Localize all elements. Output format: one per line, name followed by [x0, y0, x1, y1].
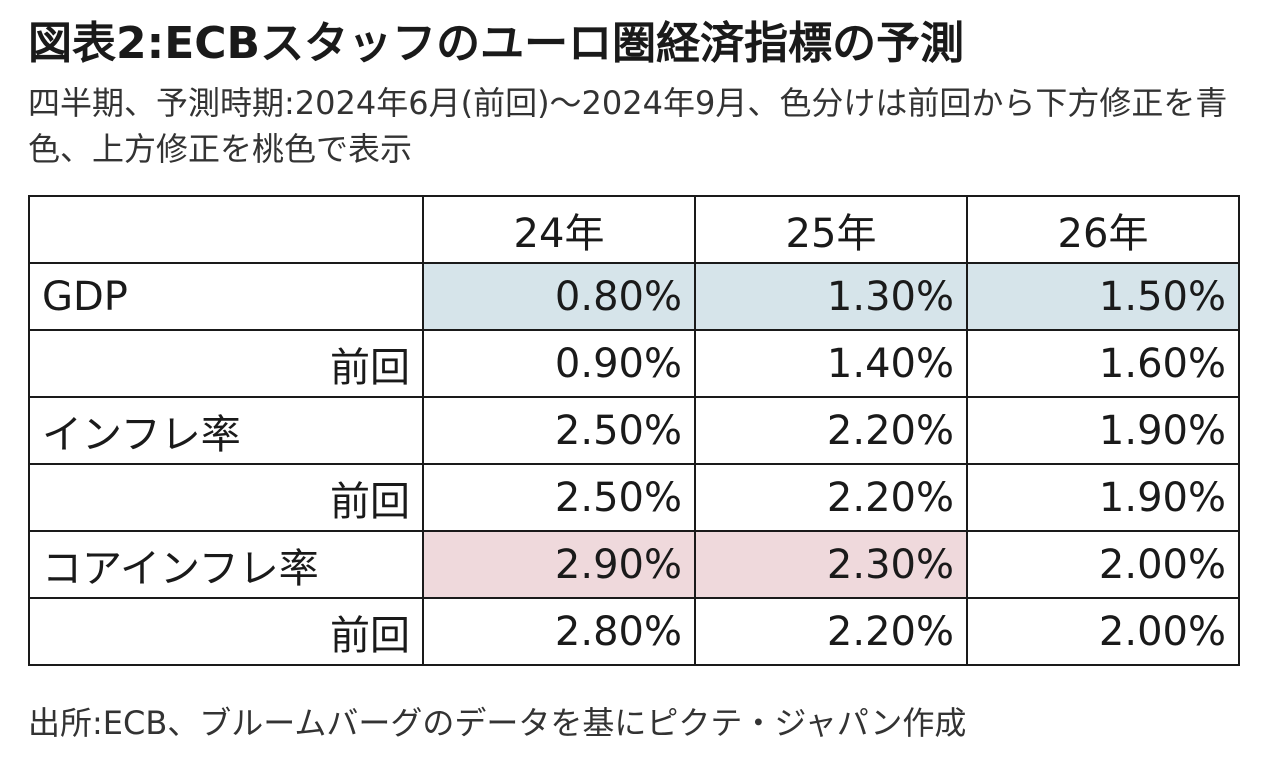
value-cell: 1.30% — [694, 262, 968, 331]
table-row: コアインフレ率 2.90% 2.30% 2.00% — [28, 530, 1240, 599]
table-body: GDP 0.80% 1.30% 1.50% 前回 0.90% 1.40% 1.60% インフレ率… — [28, 262, 1240, 666]
value-cell: 2.20% — [694, 597, 968, 666]
row-label: コアインフレ率 — [28, 530, 424, 599]
value-cell: 1.90% — [966, 396, 1240, 465]
value-cell: 1.50% — [966, 262, 1240, 331]
value-cell: 2.50% — [422, 396, 696, 465]
source-note: 出所:ECB、ブルームバーグのデータを基にピクテ・ジャパン作成 — [28, 704, 967, 742]
table-row: GDP 0.80% 1.30% 1.50% — [28, 262, 1240, 331]
header-cell-2024: 24年 — [422, 195, 696, 264]
forecast-table: 24年 25年 26年 GDP 0.80% 1.30% 1.50% 前回 0.90% 1.4… — [28, 195, 1240, 666]
header-cell-2025: 25年 — [694, 195, 968, 264]
value-cell: 2.80% — [422, 597, 696, 666]
table-row: 前回 0.90% 1.40% 1.60% — [28, 329, 1240, 398]
value-cell: 2.30% — [694, 530, 968, 599]
row-label-previous: 前回 — [28, 463, 424, 532]
value-cell: 1.90% — [966, 463, 1240, 532]
row-label: インフレ率 — [28, 396, 424, 465]
header-cell-2026: 26年 — [966, 195, 1240, 264]
table-header-row: 24年 25年 26年 — [28, 195, 1240, 264]
value-cell: 0.90% — [422, 329, 696, 398]
header-cell-blank — [28, 195, 424, 264]
chart-title: 図表2:ECBスタッフのユーロ圏経済指標の予測 — [28, 18, 965, 69]
value-cell: 2.50% — [422, 463, 696, 532]
table-row: 前回 2.50% 2.20% 1.90% — [28, 463, 1240, 532]
chart-subtitle: 四半期、予測時期:2024年6月(前回)～2024年9月、色分けは前回から下方修… — [28, 84, 1228, 168]
row-label: GDP — [28, 262, 424, 331]
row-label-previous: 前回 — [28, 329, 424, 398]
table-row: 前回 2.80% 2.20% 2.00% — [28, 597, 1240, 666]
row-label-previous: 前回 — [28, 597, 424, 666]
value-cell: 2.00% — [966, 597, 1240, 666]
value-cell: 2.20% — [694, 463, 968, 532]
value-cell: 2.90% — [422, 530, 696, 599]
value-cell: 1.60% — [966, 329, 1240, 398]
value-cell: 2.20% — [694, 396, 968, 465]
value-cell: 2.00% — [966, 530, 1240, 599]
value-cell: 0.80% — [422, 262, 696, 331]
table-row: インフレ率 2.50% 2.20% 1.90% — [28, 396, 1240, 465]
value-cell: 1.40% — [694, 329, 968, 398]
